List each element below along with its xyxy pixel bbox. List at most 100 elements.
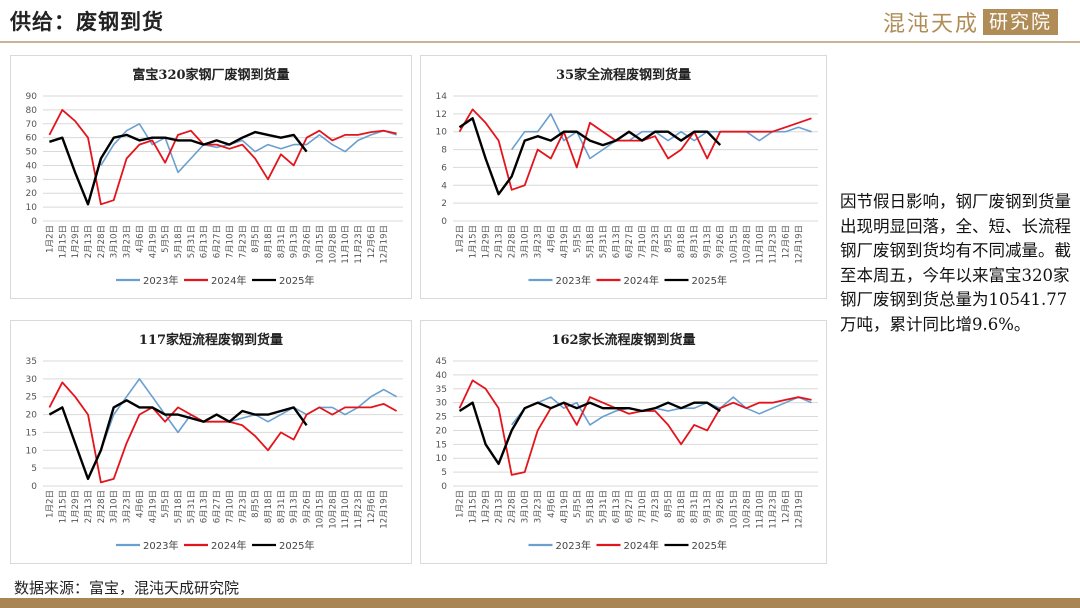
x-tick-label: 12月19日 (380, 490, 390, 529)
chart-title: 35家全流程废钢到货量 (555, 68, 692, 83)
x-tick-label: 1月15日 (469, 225, 479, 258)
x-tick-label: 5月31日 (599, 225, 609, 258)
x-tick-label: 7月23日 (651, 490, 661, 523)
chart-svg: 0 10 20 30 40 50 60 70 80 90 1月2日 1月15日 1月29日 2月13日 2月… (26, 92, 403, 287)
y-tick-label: 45 (436, 357, 447, 367)
x-tick-label: 3月23日 (534, 490, 544, 523)
y-tick-label: 30 (436, 399, 448, 409)
y-tick-label: 10 (436, 128, 448, 138)
legend-label: 2024年 (211, 539, 246, 552)
x-tick-label: 6月13日 (612, 490, 622, 523)
x-tick-label: 4月19日 (560, 490, 570, 523)
chart-fubao-320: 富宝320家钢厂废钢到货量 0 10 20 30 40 50 60 70 80 90 1月2日 1月1… (10, 55, 412, 299)
series-line-2024 (48, 381, 398, 484)
series-line-2024 (458, 379, 812, 476)
x-tick-label: 2月28日 (97, 225, 107, 258)
y-tick-label: 5 (31, 464, 37, 474)
x-tick-label: 1月2日 (456, 225, 466, 253)
x-tick-label: 1月29日 (482, 490, 492, 523)
x-tick-label: 5月5日 (573, 490, 583, 518)
y-tick-label: 90 (26, 92, 38, 102)
x-tick-label: 4月19日 (148, 225, 158, 258)
x-tick-label: 5月18日 (174, 225, 184, 258)
y-tick-label: 35 (26, 357, 37, 367)
x-tick-label: 11月23日 (354, 225, 364, 264)
x-tick-label: 8月31日 (277, 490, 287, 523)
series-line-2025 (49, 130, 308, 206)
x-tick-label: 5月5日 (161, 225, 171, 253)
x-tick-label: 11月10日 (755, 490, 765, 529)
y-tick-label: 40 (436, 371, 448, 381)
x-tick-label: 7月10日 (225, 225, 235, 258)
x-tick-label: 12月19日 (380, 225, 390, 264)
y-tick-label: 8 (441, 146, 447, 156)
x-tick-label: 9月13日 (290, 490, 300, 523)
x-tick-label: 1月2日 (45, 490, 55, 518)
legend-label: 2023年 (556, 274, 591, 287)
x-tick-label: 6月13日 (612, 225, 622, 258)
legend-label: 2025年 (279, 539, 314, 552)
x-tick-label: 1月15日 (58, 490, 68, 523)
x-tick-label: 2月13日 (495, 490, 505, 523)
legend-label: 2023年 (143, 539, 178, 552)
y-tick-label: 30 (26, 175, 38, 185)
x-tick-label: 5月31日 (187, 490, 197, 523)
x-tick-label: 10月28日 (328, 225, 338, 264)
y-tick-label: 0 (441, 482, 447, 492)
y-tick-label: 15 (436, 440, 447, 450)
x-tick-label: 3月10日 (110, 225, 120, 258)
x-tick-label: 1月15日 (469, 490, 479, 523)
y-tick-label: 4 (441, 181, 447, 191)
x-tick-label: 11月23日 (768, 225, 778, 264)
x-tick-label: 7月23日 (651, 225, 661, 258)
logo-badge: 研究院 (982, 9, 1058, 35)
x-tick-label: 12月6日 (781, 490, 791, 523)
x-tick-label: 9月26日 (303, 490, 313, 523)
legend-label: 2025年 (279, 274, 314, 287)
x-tick-label: 7月10日 (638, 490, 648, 523)
x-tick-label: 5月31日 (187, 225, 197, 258)
x-tick-label: 4月6日 (135, 490, 145, 518)
x-tick-label: 11月10日 (341, 225, 351, 264)
x-tick-label: 8月18日 (677, 225, 687, 258)
x-tick-label: 11月23日 (354, 490, 364, 529)
x-tick-label: 9月26日 (716, 225, 726, 258)
x-tick-label: 4月6日 (135, 225, 145, 253)
series-line-2025 (458, 401, 721, 466)
x-tick-label: 10月15日 (315, 490, 325, 529)
x-tick-label: 2月28日 (508, 490, 518, 523)
x-tick-label: 8月31日 (690, 225, 700, 258)
x-tick-label: 12月6日 (367, 225, 377, 258)
x-tick-label: 9月13日 (703, 490, 713, 523)
x-tick-label: 3月10日 (521, 225, 531, 258)
x-tick-label: 2月28日 (97, 490, 107, 523)
x-tick-label: 5月18日 (174, 490, 184, 523)
x-tick-label: 4月19日 (560, 225, 570, 258)
brand-logo: 混沌天成 研究院 (882, 9, 1058, 37)
y-tick-label: 10 (26, 203, 38, 213)
x-tick-label: 6月27日 (625, 225, 635, 258)
header-divider (0, 41, 1080, 43)
logo-text: 混沌天成 (882, 12, 979, 37)
y-tick-label: 10 (436, 454, 448, 464)
series-line-2023 (511, 396, 812, 426)
data-source: 数据来源：富宝，混沌天成研究院 (14, 579, 240, 597)
chart-title: 162家长流程废钢到货量 (551, 333, 696, 348)
x-tick-label: 1月29日 (71, 225, 81, 258)
y-tick-label: 25 (26, 393, 37, 403)
page-title: 供给：废钢到货 (10, 10, 164, 34)
legend-label: 2024年 (624, 274, 659, 287)
y-tick-label: 40 (26, 161, 38, 171)
chart-svg: 0 2 4 6 8 10 12 14 1月2日 1月15日 1月29日 2月13日 2月28日 3月10日… (436, 92, 818, 287)
x-tick-label: 9月26日 (303, 225, 313, 258)
x-tick-label: 5月5日 (573, 225, 583, 253)
x-tick-label: 8月31日 (277, 225, 287, 258)
x-tick-label: 3月10日 (110, 490, 120, 523)
x-tick-label: 6月13日 (200, 490, 210, 523)
x-tick-label: 2月13日 (84, 490, 94, 523)
legend-label: 2025年 (692, 274, 727, 287)
chart-162-long-process: 162家长流程废钢到货量 0 5 10 15 20 25 30 35 40 45 1月2日 1月15日… (420, 320, 827, 564)
x-tick-label: 2月13日 (84, 225, 94, 258)
y-tick-label: 5 (441, 468, 447, 478)
